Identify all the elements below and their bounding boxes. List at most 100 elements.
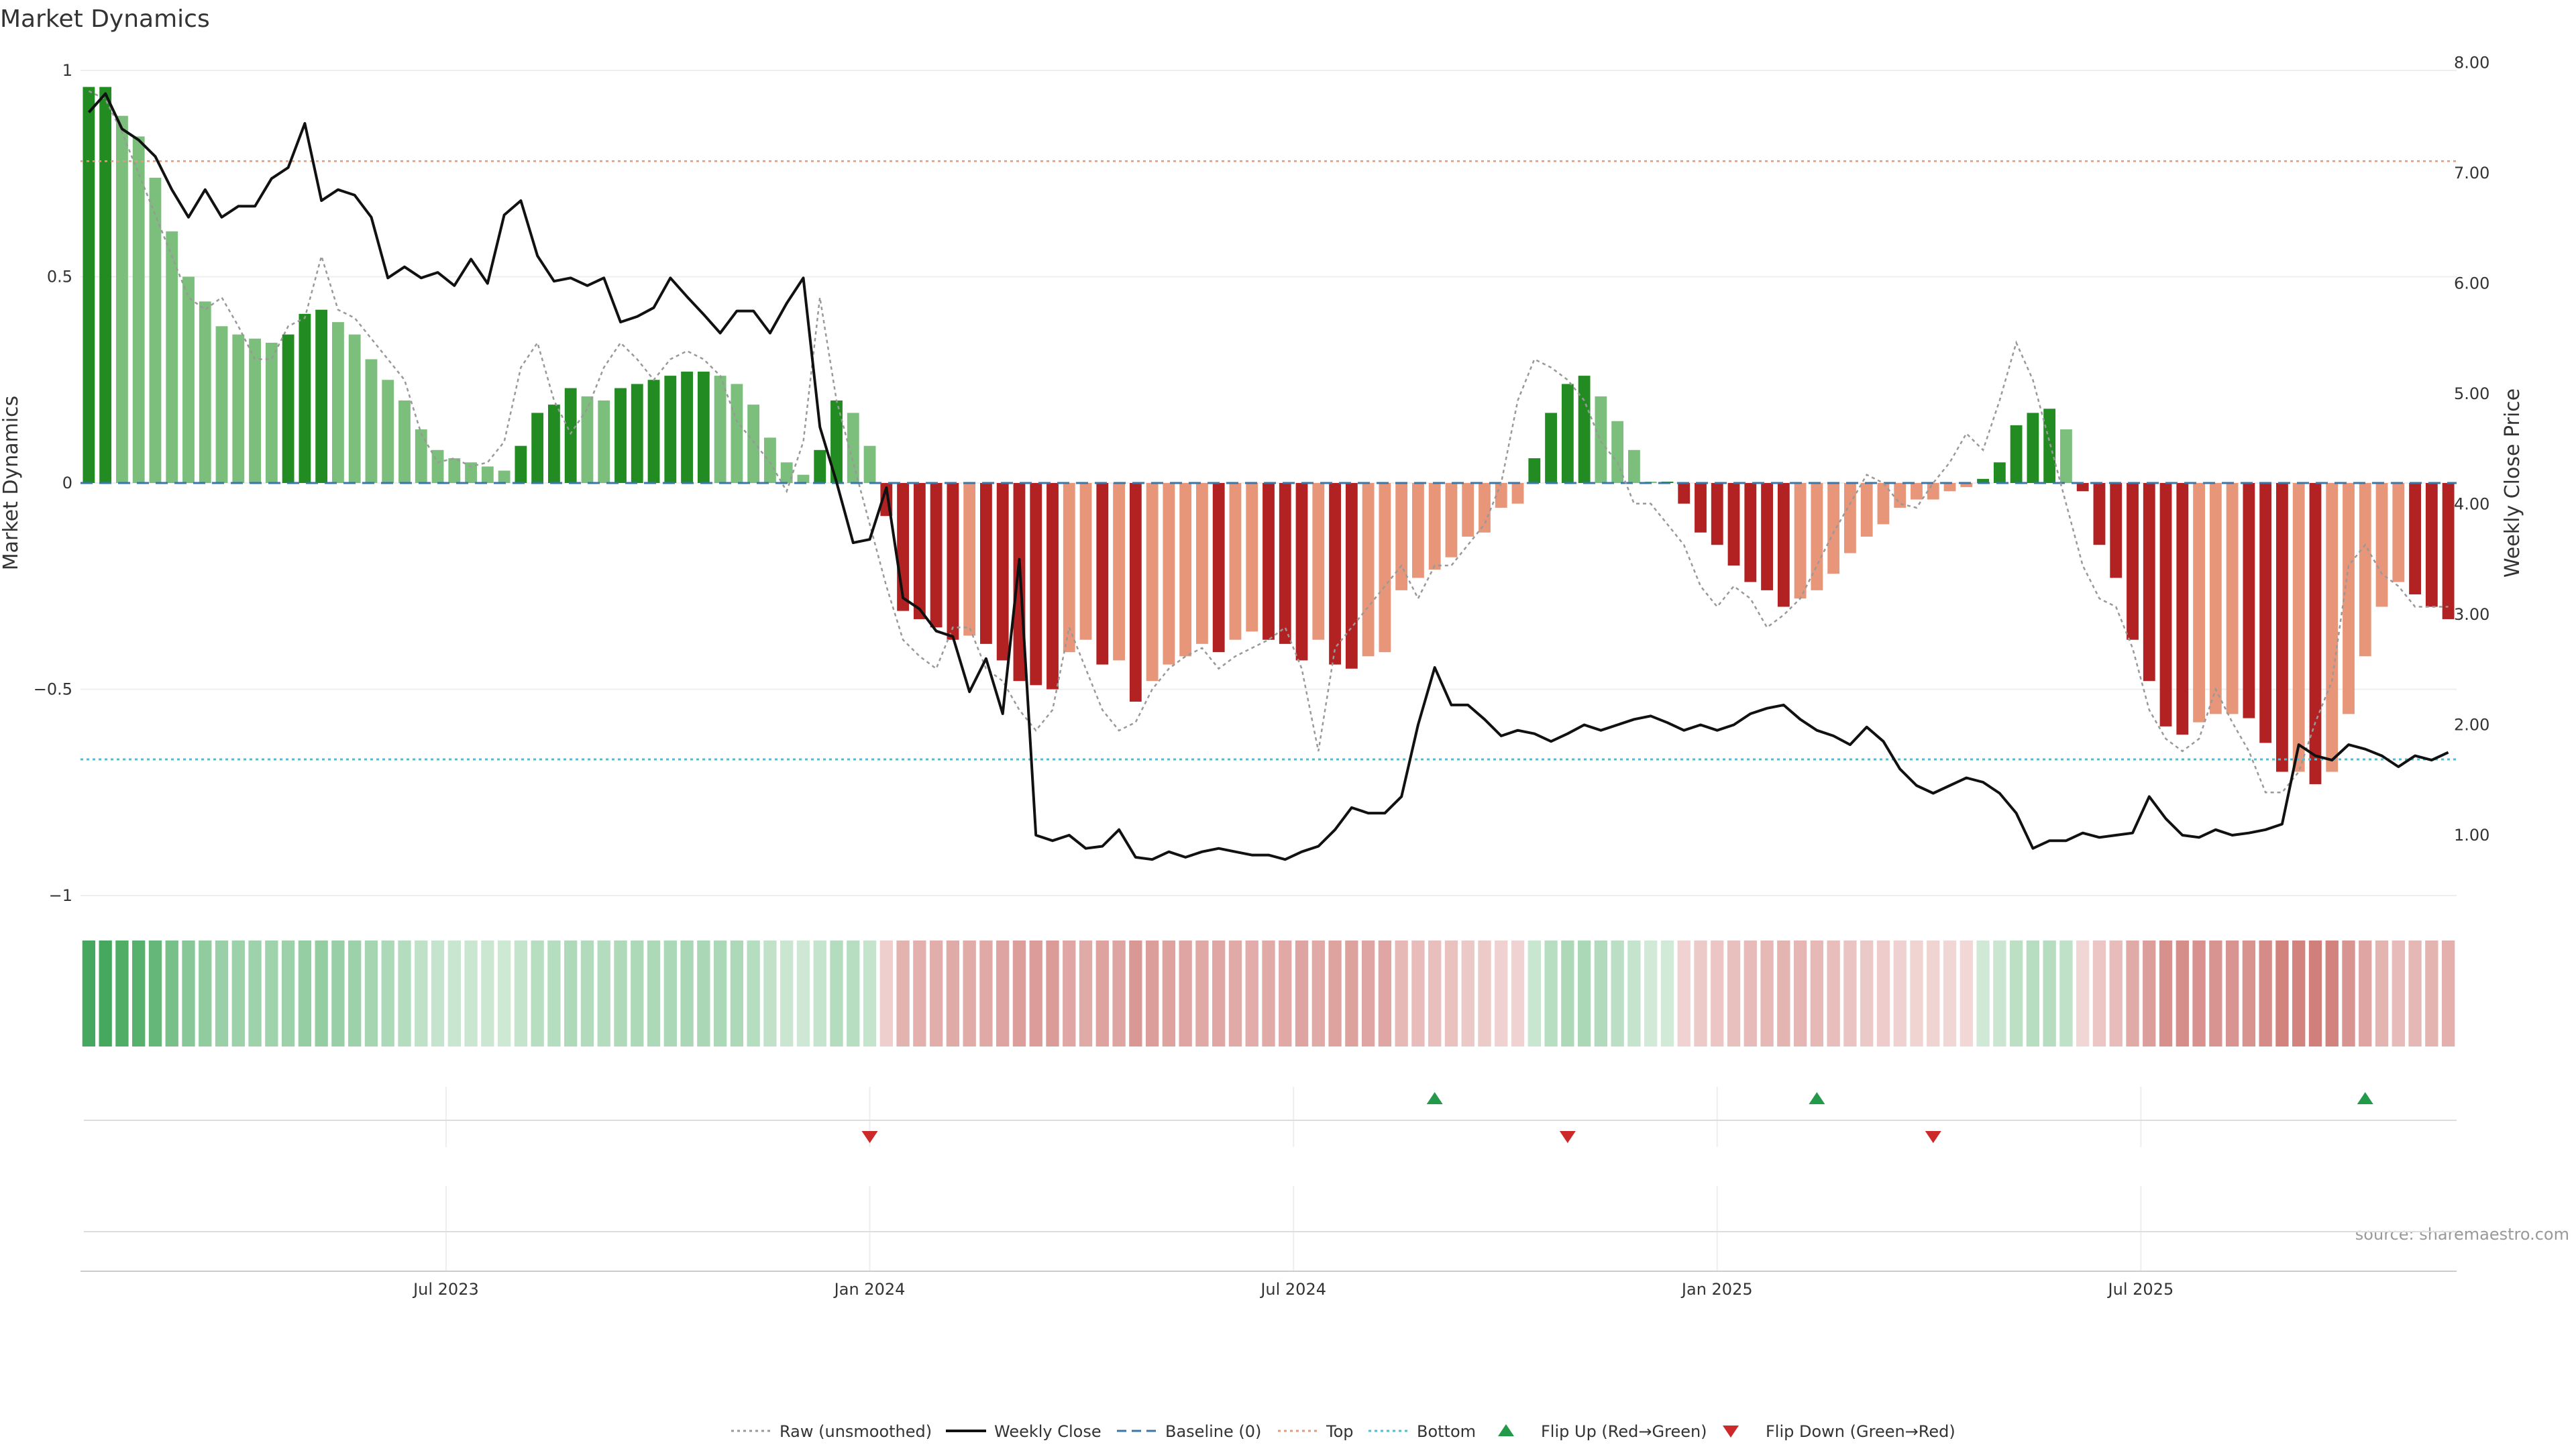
dynamics-bar xyxy=(2193,483,2205,722)
regime-cell xyxy=(2325,941,2339,1046)
regime-cell xyxy=(431,941,445,1046)
legend-item: Flip Down (Green→Red) xyxy=(1723,1422,1955,1441)
dynamics-bar xyxy=(2209,483,2222,714)
regime-cell xyxy=(2076,941,2090,1046)
regime-cell xyxy=(1478,941,1491,1046)
dynamics-bar xyxy=(2309,483,2322,784)
y-right-tick-label: 4.00 xyxy=(2454,495,2489,514)
dynamics-bar xyxy=(83,87,95,484)
regime-cell xyxy=(1395,941,1408,1046)
dynamics-bar xyxy=(598,400,610,483)
regime-cell xyxy=(1262,941,1275,1046)
weekly-close-line xyxy=(87,92,2449,861)
regime-cell xyxy=(946,941,960,1046)
grid-layer xyxy=(80,70,2457,1271)
dynamics-bar xyxy=(1695,483,1707,533)
regime-cell xyxy=(148,941,162,1046)
dynamics-bar xyxy=(2060,429,2072,483)
regime-cell xyxy=(182,941,195,1046)
dynamics-bar xyxy=(531,413,544,483)
regime-cell xyxy=(1976,941,1990,1046)
regime-cell xyxy=(647,941,661,1046)
dynamics-bar xyxy=(797,474,810,483)
dynamics-bar xyxy=(1960,483,1973,488)
regime-cell xyxy=(913,941,926,1046)
dynamics-bar xyxy=(1096,483,1109,665)
regime-cell xyxy=(248,941,262,1046)
regime-cell xyxy=(614,941,627,1046)
regime-cell xyxy=(331,941,345,1046)
regime-cell xyxy=(780,941,794,1046)
dynamics-bar xyxy=(2010,425,2023,483)
regime-cell xyxy=(99,941,112,1046)
dynamics-bar xyxy=(548,405,560,483)
x-tick-label: Jul 2023 xyxy=(412,1280,479,1299)
dynamics-bar xyxy=(431,449,444,483)
dynamics-bar xyxy=(681,371,693,483)
dynamics-bar xyxy=(1860,483,1873,537)
dynamics-bar xyxy=(132,136,145,483)
dynamics-bar xyxy=(1561,384,1574,483)
regime-cell xyxy=(713,941,727,1046)
x-tick-label: Jul 2024 xyxy=(1259,1280,1326,1299)
dynamics-bar xyxy=(1877,483,1890,525)
legend-label: Bottom xyxy=(1417,1422,1476,1441)
regime-cell xyxy=(796,941,810,1046)
regime-cell xyxy=(115,941,129,1046)
bar-layer xyxy=(83,87,2455,784)
dynamics-bar xyxy=(780,462,793,483)
regime-cell xyxy=(132,941,146,1046)
dynamics-bar xyxy=(1030,483,1042,686)
dynamics-bar xyxy=(2375,483,2388,607)
regime-cell xyxy=(1361,941,1375,1046)
regime-cell xyxy=(2092,941,2106,1046)
regime-cell xyxy=(281,941,295,1046)
regime-cell xyxy=(1162,941,1176,1046)
regime-cell xyxy=(447,941,461,1046)
regime-cell xyxy=(963,941,976,1046)
regime-cell xyxy=(1195,941,1209,1046)
dynamics-bar xyxy=(747,405,760,483)
regime-cell xyxy=(1711,941,1724,1046)
regime-cell xyxy=(2159,941,2173,1046)
legend-item: Bottom xyxy=(1368,1422,1476,1441)
dynamics-bar xyxy=(847,413,859,483)
regime-cell xyxy=(631,941,644,1046)
regime-cell xyxy=(2176,941,2189,1046)
dynamics-bar xyxy=(2093,483,2106,545)
dynamics-bar xyxy=(764,437,776,483)
dynamics-bar xyxy=(2359,483,2371,657)
flip-up-marker xyxy=(2357,1092,2373,1104)
regime-cell xyxy=(1095,941,1109,1046)
regime-cell xyxy=(2292,941,2306,1046)
dynamics-bar xyxy=(1927,483,1939,500)
dynamics-bar xyxy=(814,449,826,483)
regime-cell xyxy=(298,941,312,1046)
legend-item: Baseline (0) xyxy=(1117,1422,1261,1441)
regime-cell xyxy=(2059,941,2073,1046)
dynamics-bar xyxy=(1727,483,1740,566)
regime-cell xyxy=(1145,941,1159,1046)
regime-cell xyxy=(896,941,910,1046)
regime-cell xyxy=(2392,941,2405,1046)
dynamics-bar xyxy=(697,371,710,483)
legend-label: Raw (unsmoothed) xyxy=(780,1422,932,1441)
dynamics-bar xyxy=(1894,483,1907,508)
regime-cell xyxy=(1827,941,1840,1046)
regime-cell xyxy=(547,941,561,1046)
regime-cell xyxy=(2375,941,2389,1046)
regime-cell xyxy=(165,941,178,1046)
dynamics-bar xyxy=(2392,483,2405,582)
x-tick-label: Jan 2025 xyxy=(1680,1280,1753,1299)
regime-cell xyxy=(697,941,710,1046)
regime-cell xyxy=(1743,941,1757,1046)
dynamics-bar xyxy=(2276,483,2288,772)
dynamics-bar xyxy=(166,231,178,483)
y-right-axis-title: Weekly Close Price xyxy=(2501,388,2524,578)
dynamics-bar xyxy=(282,334,294,483)
flip-panel xyxy=(861,1092,2373,1143)
regime-cell xyxy=(2441,941,2455,1046)
dynamics-bar xyxy=(2326,483,2339,772)
legend-label: Weekly Close xyxy=(994,1422,1102,1441)
regime-cell xyxy=(1345,941,1358,1046)
